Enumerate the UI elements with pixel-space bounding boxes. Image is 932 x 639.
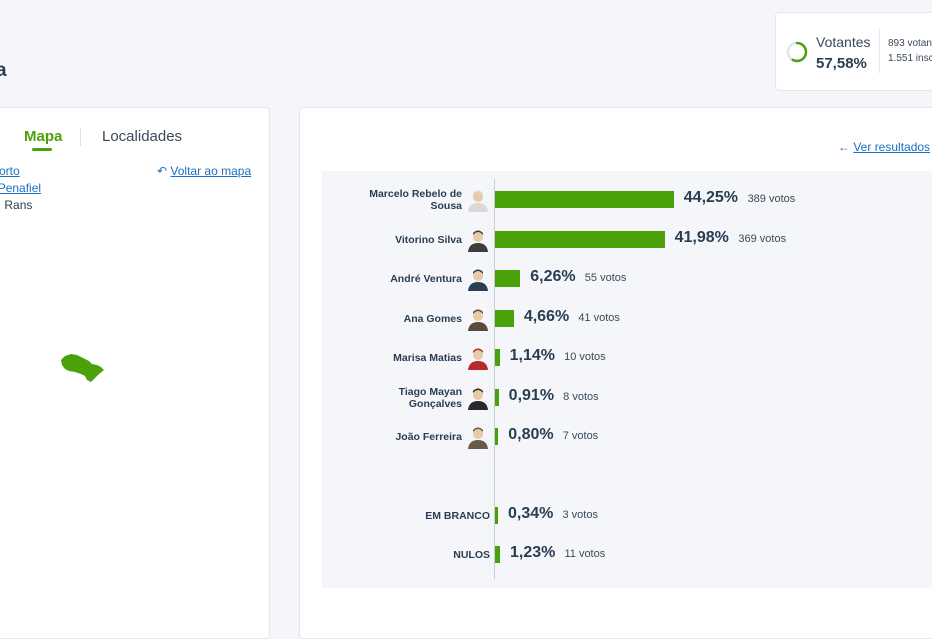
candidate-name: André Ventura: [390, 273, 462, 285]
candidate-avatar-icon: [468, 348, 488, 370]
result-row: NULOS 1,23% 11 votos: [322, 540, 932, 570]
back-to-map-label: Voltar ao mapa: [170, 164, 252, 178]
result-bar: [495, 310, 514, 327]
votantes-card: Votantes 57,58% 893 votantes 1.551 inscr…: [775, 12, 932, 91]
result-row: Ana Gomes 4,66% 41 votos: [322, 304, 932, 334]
result-row: EM BRANCO 0,34% 3 votos: [322, 501, 932, 531]
result-bar: [495, 507, 498, 524]
breadcrumb-municipality: : Penafiel: [0, 181, 41, 195]
votantes-label: Votantes: [816, 34, 871, 50]
active-tab-indicator: [32, 148, 52, 151]
result-percent: 6,26%: [530, 268, 576, 285]
result-percent: 0,80%: [508, 426, 554, 443]
result-percent: 0,34%: [508, 505, 554, 522]
candidate-name: João Ferreira: [395, 431, 462, 443]
result-percent: 41,98%: [674, 229, 729, 246]
result-percent: 1,23%: [509, 544, 556, 561]
map-panel: Mapa Localidades Porto : Penafiel a: Ran…: [0, 107, 270, 639]
breadcrumb-district: Porto: [0, 164, 20, 178]
result-votes: 8 votos: [563, 391, 599, 403]
result-bar: [495, 191, 674, 208]
candidate-name: NULOS: [453, 549, 490, 561]
result-percent: 44,25%: [683, 189, 739, 206]
result-row: Vitorino Silva 41,98% 369 votos: [322, 225, 932, 255]
result-votes: 389 votos: [747, 193, 796, 205]
result-votes: 55 votos: [584, 272, 627, 284]
result-percent: 4,66%: [523, 308, 570, 325]
view-results-label: Ver resultados: [853, 140, 931, 154]
result-percent: 1,14%: [509, 347, 555, 364]
candidate-avatar-icon: [468, 190, 488, 212]
result-bar: [495, 428, 499, 445]
parish-value: Rans: [4, 198, 33, 212]
view-results-link[interactable]: ← Ver resultados: [838, 140, 930, 154]
progress-ring-icon: [786, 41, 808, 63]
undo-icon: ↶: [157, 164, 168, 178]
arrow-left-icon: ←: [838, 140, 850, 154]
result-votes: 369 votos: [738, 233, 787, 245]
result-row: Marisa Matias 1,14% 10 votos: [322, 343, 932, 373]
parish-prefix: a:: [0, 198, 1, 212]
result-row: Tiago Mayan Gonçalves 0,91% 8 votos: [322, 383, 932, 413]
result-votes: 7 votos: [562, 430, 599, 442]
result-row: André Ventura 6,26% 55 votos: [322, 264, 932, 294]
municipality-link[interactable]: Penafiel: [0, 181, 42, 195]
results-panel: ← Ver resultados Marcelo Rebelo de Sousa…: [299, 107, 932, 639]
result-row: Marcelo Rebelo de Sousa 44,25% 389 votos: [322, 185, 932, 215]
back-to-map-link[interactable]: ↶ Voltar ao mapa: [157, 164, 251, 178]
candidate-avatar-icon: [468, 427, 488, 449]
result-votes: 10 votos: [564, 351, 606, 363]
page-title: a: [0, 60, 7, 81]
result-bar: [495, 546, 500, 563]
candidate-name: Ana Gomes: [403, 313, 462, 325]
result-votes: 41 votos: [578, 312, 620, 324]
result-bar: [495, 389, 499, 406]
candidate-name: Tiago Mayan Gonçalves: [398, 386, 462, 410]
result-votes: 3 votos: [562, 509, 598, 521]
candidate-avatar-icon: [468, 269, 488, 291]
result-percent: 0,91%: [508, 387, 555, 404]
candidate-name: EM BRANCO: [425, 510, 490, 522]
candidate-name: Marisa Matias: [393, 352, 462, 364]
result-bar: [495, 270, 521, 287]
results-chart: Marcelo Rebelo de Sousa 44,25% 389 votos Vi…: [322, 171, 932, 588]
candidate-name: Vitorino Silva: [395, 234, 462, 246]
candidate-avatar-icon: [468, 309, 488, 331]
candidate-avatar-icon: [468, 388, 488, 410]
district-link[interactable]: Porto: [0, 164, 20, 178]
parish-map-shape[interactable]: [59, 352, 109, 387]
tab-localities[interactable]: Localidades: [102, 128, 183, 145]
votantes-inscritos: 1.551 inscritos: [888, 53, 932, 64]
votantes-percent: 57,58%: [816, 55, 867, 72]
divider: [879, 29, 880, 73]
tab-divider: [80, 128, 81, 146]
result-votes: 11 votos: [564, 548, 606, 560]
result-bar: [495, 231, 665, 248]
breadcrumb-parish: a: Rans: [0, 198, 32, 212]
votantes-votes: 893 votantes: [888, 38, 932, 49]
tab-map[interactable]: Mapa: [24, 128, 63, 145]
chart-axis: [494, 179, 495, 579]
candidate-name: Marcelo Rebelo de Sousa: [369, 188, 462, 212]
result-bar: [495, 349, 500, 366]
candidate-avatar-icon: [468, 230, 488, 252]
result-row: João Ferreira 0,80% 7 votos: [322, 422, 932, 452]
